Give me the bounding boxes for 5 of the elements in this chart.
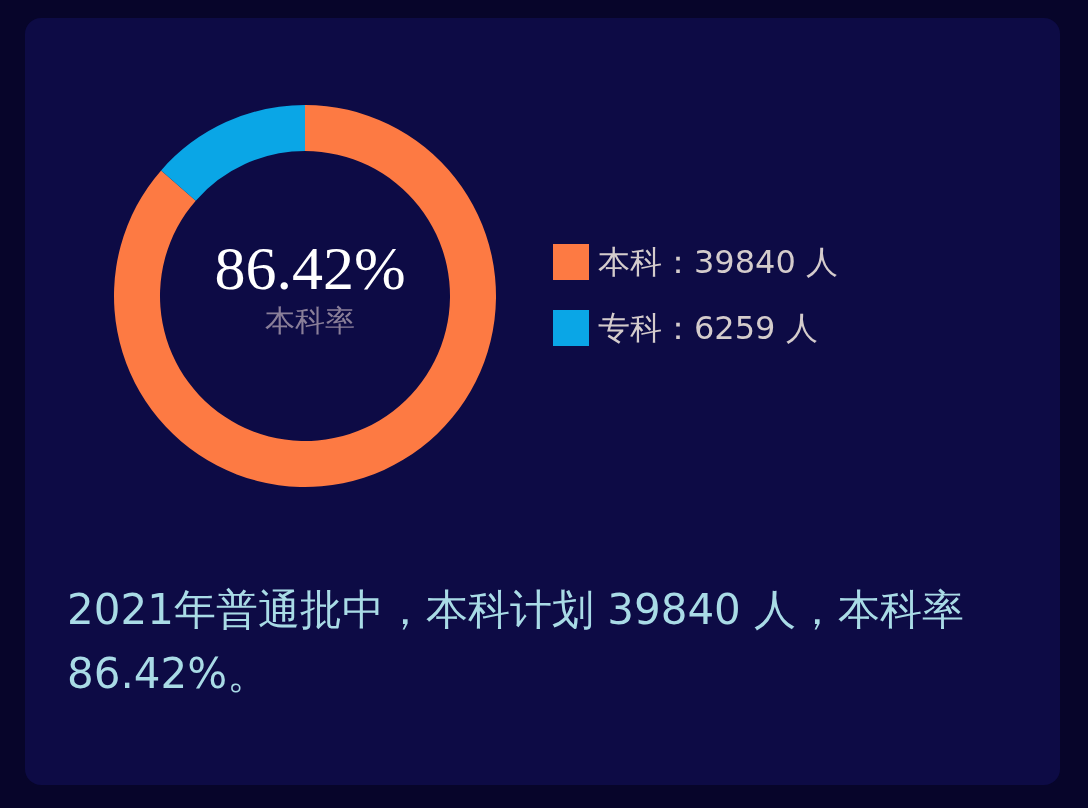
legend-label: 本科：39840 人 bbox=[598, 243, 838, 281]
text: 2021年普通批中，本科计划 39840 人，本科率 86.42%。 bbox=[67, 584, 966, 700]
text: 86.42% bbox=[214, 234, 406, 302]
text: 本科率 bbox=[265, 302, 355, 338]
legend-label: 专科：6259 人 bbox=[598, 309, 818, 347]
